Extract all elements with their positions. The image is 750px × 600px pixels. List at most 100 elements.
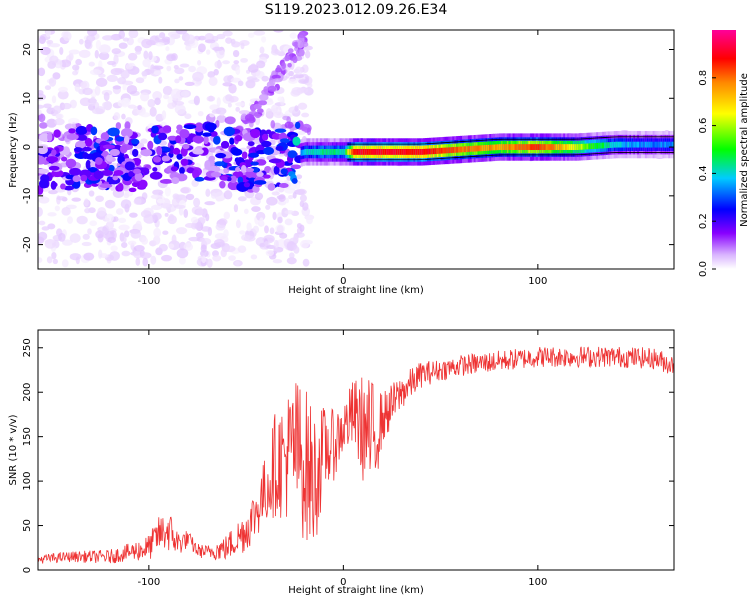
heatmap-cell bbox=[174, 67, 185, 75]
heatmap-cell bbox=[118, 42, 128, 49]
heatmap-cell bbox=[223, 190, 233, 200]
heatmap-cell bbox=[463, 146, 467, 153]
heatmap-cell bbox=[228, 95, 239, 103]
heatmap-cell bbox=[415, 149, 418, 155]
heatmap-cell bbox=[107, 60, 116, 66]
heatmap-cell bbox=[364, 149, 367, 155]
heatmap-cell bbox=[368, 149, 371, 155]
heatmap-cell bbox=[306, 149, 309, 155]
heatmap-cell bbox=[87, 167, 98, 173]
colorbar-tick-label: 0.4 bbox=[698, 165, 709, 181]
heatmap-cell bbox=[518, 144, 521, 150]
heatmap-cell bbox=[299, 194, 307, 202]
heatmap-cell bbox=[153, 227, 162, 238]
heatmap-cell bbox=[266, 244, 277, 249]
heatmap-cell bbox=[246, 222, 252, 232]
heatmap-cell bbox=[660, 141, 663, 148]
heatmap-cell bbox=[448, 147, 451, 154]
heatmap-cell bbox=[155, 42, 165, 47]
heatmap-cell bbox=[163, 94, 169, 100]
heatmap-cell bbox=[124, 135, 130, 145]
heatmap-cell bbox=[52, 72, 61, 80]
heatmap-cell bbox=[543, 144, 546, 150]
heatmap-cell bbox=[67, 216, 74, 224]
heatmap-cell bbox=[638, 141, 642, 148]
heatmap-cell bbox=[140, 112, 151, 118]
heatmap-cell bbox=[254, 192, 264, 201]
heatmap-cell bbox=[62, 31, 72, 42]
heatmap-cell bbox=[182, 143, 190, 150]
heatmap-cell bbox=[127, 104, 137, 109]
heatmap-cell bbox=[291, 177, 298, 184]
heatmap-cell bbox=[80, 174, 88, 182]
heatmap-cell bbox=[76, 134, 88, 141]
heatmap-cell bbox=[180, 158, 189, 166]
heatmap-cell bbox=[349, 149, 352, 155]
heatmap-cell bbox=[510, 144, 513, 150]
heatmap-cell bbox=[94, 49, 99, 59]
heatmap-cell bbox=[156, 145, 163, 156]
heatmap-cell bbox=[87, 30, 98, 37]
heatmap-cell bbox=[82, 87, 93, 96]
heatmap-cell bbox=[113, 170, 124, 176]
heatmap-cell bbox=[388, 149, 391, 155]
heatmap-cell bbox=[38, 178, 49, 189]
heatmap-cell bbox=[123, 97, 131, 106]
heatmap-cell bbox=[355, 149, 358, 155]
heatmap-cell bbox=[117, 99, 125, 107]
heatmap-cell bbox=[417, 149, 420, 155]
heatmap-cell bbox=[250, 161, 259, 166]
heatmap-cell bbox=[235, 102, 246, 107]
heatmap-cell bbox=[115, 122, 122, 130]
heatmap-cell bbox=[603, 142, 607, 149]
heatmap-cell bbox=[547, 144, 550, 150]
heatmap-cell bbox=[140, 92, 150, 102]
heatmap-cell bbox=[316, 149, 319, 155]
heatmap-cell bbox=[78, 49, 91, 59]
heatmap-cell bbox=[261, 140, 272, 148]
heatmap-cell bbox=[287, 62, 292, 68]
heatmap-cell bbox=[520, 144, 523, 150]
heatmap-cell bbox=[162, 85, 173, 96]
heatmap-cell bbox=[462, 146, 465, 153]
heatmap-cell bbox=[44, 239, 55, 244]
heatmap-cell bbox=[298, 31, 306, 39]
heatmap-cell bbox=[272, 259, 283, 264]
heatmap-cell bbox=[289, 60, 295, 70]
heatmap-cell bbox=[122, 83, 127, 91]
heatmap-cell bbox=[274, 128, 287, 133]
heatmap-cell bbox=[61, 102, 72, 110]
heatmap-cell bbox=[141, 38, 153, 49]
heatmap-cell bbox=[150, 194, 162, 199]
heatmap-cell bbox=[574, 144, 578, 150]
heatmap-cell bbox=[380, 149, 383, 155]
heatmap-cell bbox=[467, 146, 471, 152]
heatmap-cell bbox=[329, 149, 332, 155]
heatmap-cell bbox=[382, 149, 385, 155]
heatmap-cell bbox=[261, 75, 269, 82]
heatmap-cell bbox=[131, 181, 140, 188]
heatmap-cell bbox=[89, 220, 98, 227]
heatmap-cell bbox=[231, 148, 243, 156]
snr-x-tick-label: 100 bbox=[528, 577, 547, 588]
heatmap-cell bbox=[253, 30, 266, 36]
heatmap-cell bbox=[160, 254, 173, 262]
heatmap-cell bbox=[438, 147, 441, 154]
heatmap-cell bbox=[301, 64, 309, 73]
heatmap-cell bbox=[193, 95, 200, 106]
heatmap-cell bbox=[253, 103, 262, 110]
snr-y-tick-label: 150 bbox=[22, 427, 33, 446]
heatmap-cell bbox=[46, 118, 57, 128]
heatmap-cell bbox=[184, 222, 196, 229]
heatmap-cell bbox=[656, 141, 659, 148]
heatmap-cell bbox=[284, 54, 291, 62]
heatmap-cell bbox=[83, 252, 95, 261]
heatmap-cell bbox=[658, 141, 661, 148]
heatmap-cell bbox=[279, 182, 289, 188]
heatmap-cell bbox=[497, 144, 500, 151]
heatmap-cell bbox=[277, 216, 283, 224]
heatmap-cell bbox=[436, 148, 439, 154]
heatmap-y-tick-label: 10 bbox=[22, 92, 33, 105]
heatmap-cell bbox=[263, 174, 271, 179]
heatmap-cell bbox=[266, 196, 278, 206]
